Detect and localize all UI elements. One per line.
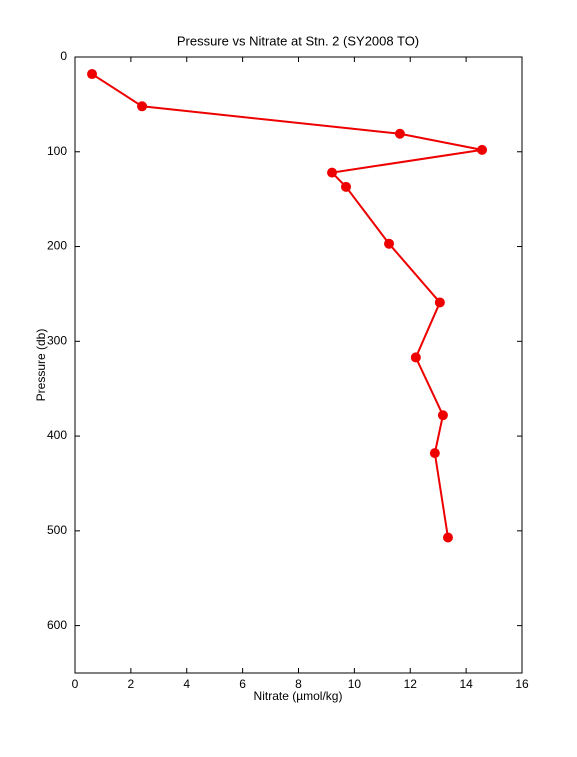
- y-tick-label: 600: [47, 618, 67, 632]
- data-point: [384, 238, 395, 249]
- y-tick-label: 200: [47, 239, 67, 253]
- y-tick-label: 0: [60, 49, 67, 63]
- data-line: [91, 73, 484, 538]
- x-tick-label: 12: [404, 677, 418, 691]
- y-tick-label: 300: [47, 333, 67, 347]
- x-axis-label: Nitrate (µmol/kg): [254, 689, 343, 703]
- data-point: [442, 532, 453, 543]
- data-point: [340, 181, 351, 192]
- data-point: [87, 69, 98, 80]
- data-point: [477, 144, 488, 155]
- x-tick-label: 8: [295, 677, 302, 691]
- data-point: [437, 410, 448, 421]
- data-point: [137, 101, 148, 112]
- x-tick-label: 6: [239, 677, 246, 691]
- data-point: [394, 128, 405, 139]
- x-tick-label: 2: [128, 677, 135, 691]
- x-tick-label: 10: [348, 677, 362, 691]
- x-tick-label: 14: [459, 677, 473, 691]
- y-tick-label: 100: [47, 144, 67, 158]
- y-tick-label: 400: [47, 428, 67, 442]
- y-axis-label: Pressure (db): [34, 329, 48, 402]
- data-point: [434, 297, 445, 308]
- data-point: [429, 448, 440, 459]
- x-tick-label: 16: [515, 677, 529, 691]
- chart-title: Pressure vs Nitrate at Stn. 2 (SY2008 TO…: [177, 33, 419, 48]
- x-tick-label: 4: [183, 677, 190, 691]
- data-point: [327, 167, 338, 178]
- x-tick-label: 0: [72, 677, 79, 691]
- data-point: [410, 352, 421, 363]
- y-tick-label: 500: [47, 523, 67, 537]
